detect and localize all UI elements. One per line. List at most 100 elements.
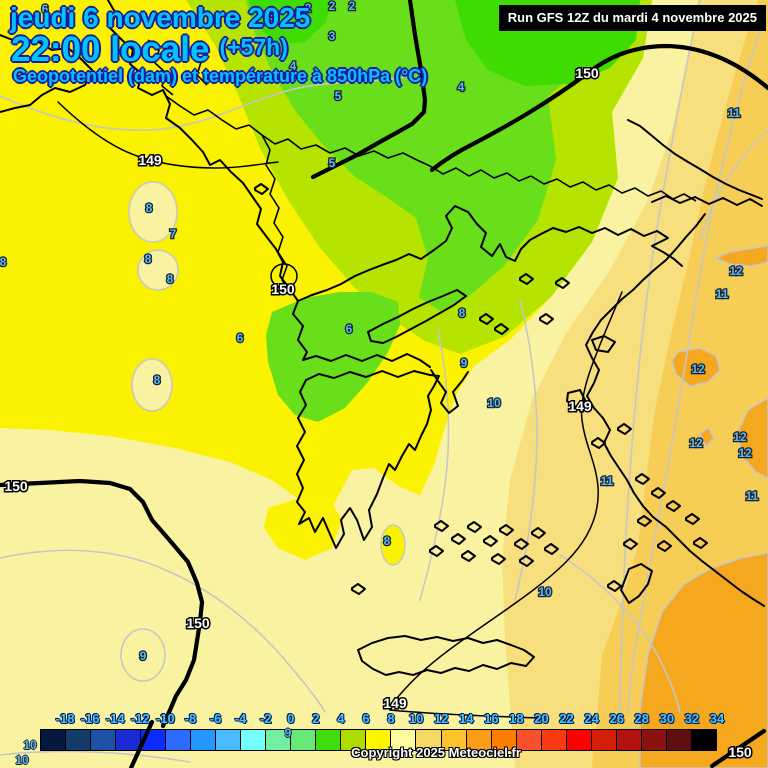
island (617, 423, 632, 435)
time-title: 22:00 locale (+57h) (11, 30, 288, 70)
island (666, 500, 681, 512)
geopotential-value: 150 (575, 65, 599, 81)
island (499, 524, 514, 536)
anatolia-west-coast (585, 213, 765, 607)
island (519, 273, 534, 285)
island (591, 437, 606, 449)
island (461, 550, 476, 562)
evia-island (367, 289, 467, 344)
island (635, 473, 650, 485)
island (657, 540, 672, 552)
temperature-value: 5 (329, 156, 336, 170)
geopotential-value: 150 (271, 281, 295, 297)
temperature-value: 2 (349, 0, 356, 13)
temperature-value: 4 (458, 80, 465, 94)
temperature-value: 12 (691, 362, 705, 376)
island (494, 323, 509, 335)
island (514, 538, 529, 550)
temperature-value: 11 (601, 474, 614, 488)
contour-150-southwest (0, 478, 205, 729)
temperature-value: 6 (346, 322, 353, 336)
rhodes-island (620, 563, 653, 604)
contour-149-west (57, 101, 279, 169)
island (555, 277, 570, 289)
black-sea-coast (627, 119, 763, 200)
geopotential-value: 149 (383, 695, 407, 711)
temperature-value: 12 (738, 446, 752, 460)
temperature-value: 8 (146, 201, 153, 215)
island (651, 487, 666, 499)
temperature-value: 12 (733, 430, 747, 444)
island (351, 583, 366, 595)
contour-150-bottom-right (709, 728, 767, 768)
italy-heel-coast (0, 34, 93, 113)
contour-150-northeast (429, 43, 768, 173)
temperature-value: 8 (154, 373, 161, 387)
date-title: jeudi 6 novembre 2025 (10, 2, 311, 33)
run-info-box: Run GFS 12Z du mardi 4 novembre 2025 (498, 5, 766, 31)
temperature-value: 8 (145, 252, 152, 266)
temperature-value: 10 (538, 585, 552, 599)
temperature-value: 8 (384, 534, 391, 548)
island (429, 545, 444, 557)
temperature-value: 11 (746, 489, 759, 503)
temperature-value: 9 (140, 649, 147, 663)
island (607, 580, 622, 592)
temperature-value: 3 (269, 9, 276, 23)
temperature-value: 6 (42, 2, 49, 16)
contour-150-north (310, 0, 428, 180)
island (483, 535, 498, 547)
bright-green-patch-1 (248, 0, 332, 44)
temperature-value: 4 (290, 59, 297, 73)
geopotential-value: 149 (568, 398, 592, 414)
temperature-value: 8 (459, 306, 466, 320)
temperature-value: 5 (335, 89, 342, 103)
country-borders (147, 39, 697, 295)
temperature-value: 6 (237, 331, 244, 345)
contour-150-closed (270, 263, 298, 289)
island (544, 543, 559, 555)
temperature-value: 8 (167, 272, 174, 286)
peloponnese-yellow-patch (264, 498, 342, 560)
orange-patches (639, 245, 768, 768)
temperature-value: 12 (729, 264, 743, 278)
geopotential-value: 149 (138, 152, 162, 168)
gulf-of-corinth-coast (302, 353, 431, 368)
geopotential-value: 150 (186, 615, 210, 631)
island (491, 553, 506, 565)
attica-green-patch (266, 292, 400, 422)
island (685, 513, 700, 525)
geopotential-value: 150 (728, 744, 752, 760)
island (434, 520, 449, 532)
island (519, 555, 534, 567)
temperature-value: 7 (170, 227, 177, 241)
island (623, 538, 638, 550)
contour-149-east (389, 291, 623, 719)
island (254, 183, 269, 195)
temperature-value: 10 (487, 396, 501, 410)
temperature-value: 12 (689, 436, 703, 450)
temperature-value: 2 (305, 1, 312, 15)
attica-coast (430, 369, 469, 414)
island (531, 527, 546, 539)
island (467, 521, 482, 533)
forecast-offset: (+57h) (219, 34, 288, 60)
coastlines (0, 0, 765, 676)
temperature-value: 8 (0, 255, 7, 269)
cyclades-yellow-blob (380, 524, 406, 566)
island (637, 515, 652, 527)
island (479, 313, 494, 325)
island (451, 533, 466, 545)
temperature-value: 11 (716, 287, 729, 301)
peloponnese-coast (296, 370, 440, 549)
temperature-value: 3 (329, 29, 336, 43)
pale-blobs (128, 181, 179, 412)
temperature-value: 11 (728, 106, 741, 120)
island (693, 537, 708, 549)
temperature-value: 2 (329, 0, 336, 13)
adriatic-coast (107, 0, 308, 361)
